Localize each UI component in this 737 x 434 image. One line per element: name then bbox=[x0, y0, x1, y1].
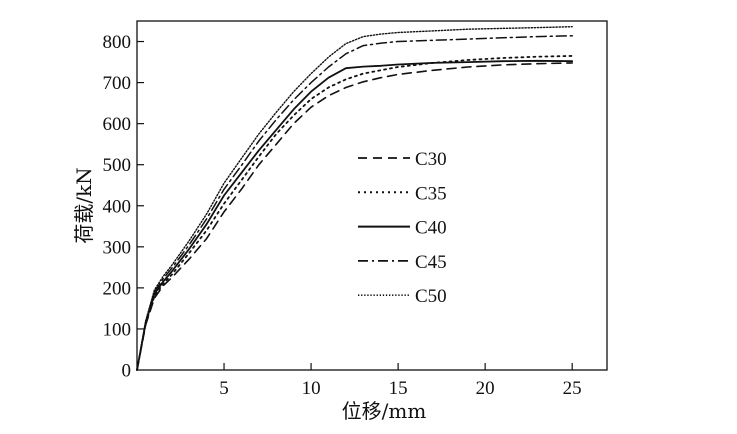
y-tick-label: 600 bbox=[103, 114, 132, 135]
y-tick-label: 400 bbox=[103, 196, 132, 217]
series-line-c35 bbox=[136, 55, 574, 371]
y-tick-label: 300 bbox=[103, 237, 132, 258]
x-tick-label: 5 bbox=[219, 378, 229, 399]
series-line-c45 bbox=[136, 35, 573, 371]
plot-frame bbox=[136, 20, 608, 371]
y-tick-label: 0 bbox=[122, 361, 132, 382]
x-tick-label: 15 bbox=[389, 378, 408, 399]
y-tick-label: 200 bbox=[103, 278, 132, 299]
y-axis-title: 荷载/kN bbox=[72, 167, 96, 243]
y-tick-label: 100 bbox=[103, 319, 132, 340]
series-layer bbox=[136, 26, 574, 371]
y-tick-label: 700 bbox=[103, 73, 132, 94]
y-tick-label: 500 bbox=[103, 155, 132, 176]
y-tick-label: 800 bbox=[103, 32, 132, 53]
legend-label-c50: C50 bbox=[415, 286, 447, 307]
series-line-c30 bbox=[136, 62, 573, 371]
x-axis-ticks: 5 10 15 20 25 bbox=[219, 363, 582, 399]
legend: C30 C35 C40 C45 C50 bbox=[358, 149, 447, 307]
x-tick-label: 20 bbox=[476, 378, 495, 399]
y-axis-ticks: 0 100 200 300 400 500 600 700 800 bbox=[103, 32, 144, 382]
legend-label-c45: C45 bbox=[415, 252, 447, 273]
x-tick-label: 25 bbox=[563, 378, 582, 399]
legend-label-c30: C30 bbox=[415, 149, 447, 170]
series-line-c40 bbox=[136, 59, 574, 371]
x-tick-label: 10 bbox=[302, 378, 321, 399]
series-line-c50 bbox=[136, 26, 573, 371]
plot-border bbox=[136, 20, 608, 371]
x-axis-title: 位移/mm bbox=[342, 399, 427, 423]
legend-label-c40: C40 bbox=[415, 218, 447, 239]
legend-label-c35: C35 bbox=[415, 183, 447, 204]
